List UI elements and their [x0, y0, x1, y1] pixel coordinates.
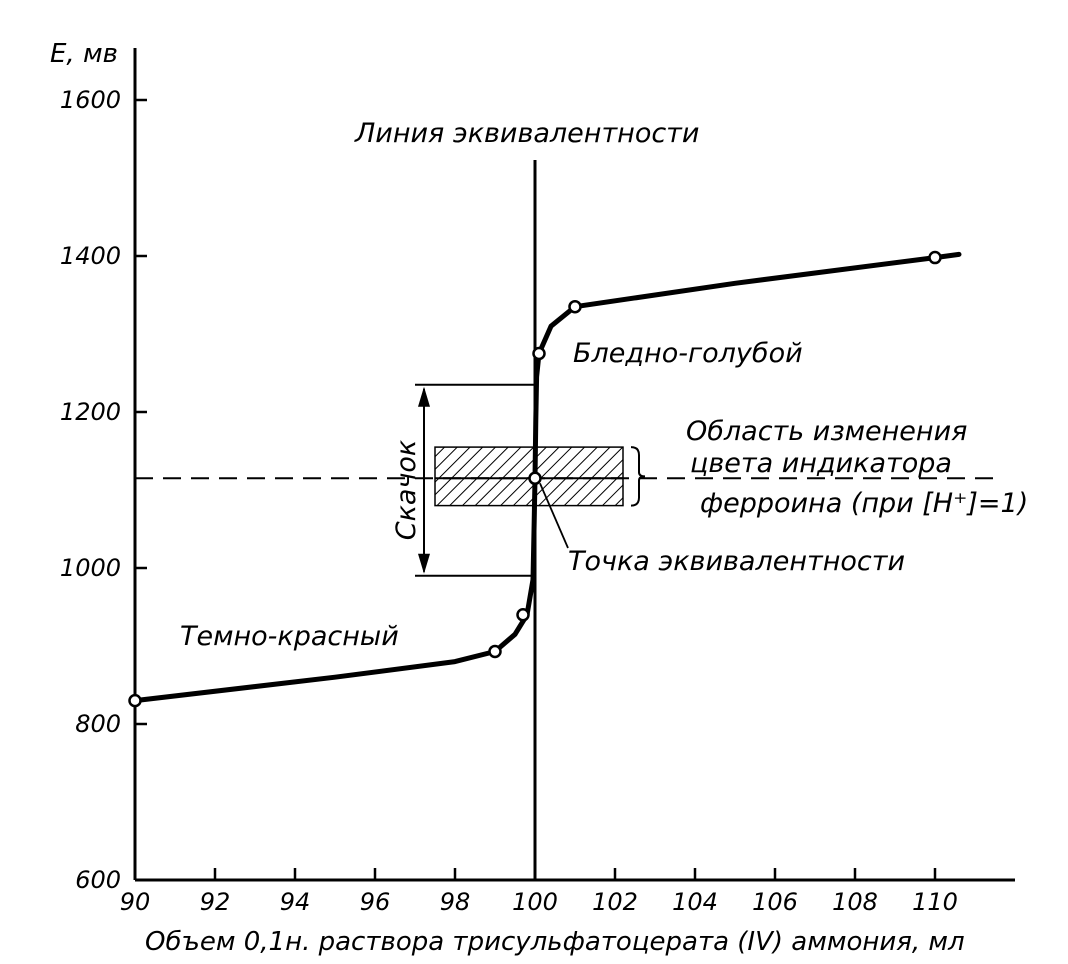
y-tick-label: 1600 — [60, 86, 121, 114]
jump-arrow-head-down — [418, 553, 430, 574]
x-axis-title: Объем 0,1н. раствора трисульфатоцерата (… — [145, 927, 965, 957]
x-tick-label: 100 — [512, 888, 558, 916]
data-markers — [128, 250, 942, 708]
x-ticks: 90 92 94 96 98 100 102 104 106 108 110 — [120, 868, 958, 916]
data-point — [532, 346, 546, 361]
y-tick-label: 800 — [75, 710, 121, 738]
data-point — [528, 471, 542, 486]
indicator-label-line-1: Область изменения — [686, 416, 967, 447]
y-tick-label: 600 — [75, 866, 121, 894]
x-tick-label: 94 — [280, 888, 311, 916]
y-tick-label: 1000 — [60, 554, 121, 582]
x-tick-label: 98 — [440, 888, 471, 916]
indicator-label-line-3: ферроина (при [H⁺]=1) — [700, 488, 1028, 519]
y-ticks: 600 800 1000 1200 1400 1600 — [60, 86, 147, 894]
jump-arrow-head-up — [418, 386, 430, 407]
equivalence-point-label: Точка эквивалентности — [568, 546, 905, 577]
x-tick-label: 104 — [672, 888, 718, 916]
equivalence-point-leader — [539, 482, 569, 549]
x-tick-label: 92 — [200, 888, 231, 916]
indicator-label-line-2: цвета индикатора — [690, 448, 952, 479]
y-tick-label: 1400 — [60, 242, 121, 270]
equivalence-line-label: Линия эквивалентности — [354, 118, 699, 149]
data-point — [128, 693, 142, 708]
indicator-zone — [434, 446, 624, 507]
x-tick-label: 106 — [752, 888, 798, 916]
x-tick-label: 90 — [120, 888, 151, 916]
data-point — [516, 608, 530, 622]
x-tick-label: 102 — [592, 888, 638, 916]
data-point — [568, 299, 582, 314]
data-point — [488, 644, 502, 659]
y-axis-title: E, мв — [50, 39, 118, 69]
x-tick-label: 108 — [832, 888, 878, 916]
data-point — [928, 250, 942, 265]
y-tick-label: 1200 — [60, 398, 121, 426]
color-before-label: Темно-красный — [180, 621, 399, 652]
jump-label: Скачок — [391, 439, 422, 540]
color-after-label: Бледно-голубой — [573, 338, 803, 369]
x-tick-label: 96 — [360, 888, 391, 916]
indicator-brace — [630, 446, 646, 507]
x-tick-label: 110 — [912, 888, 958, 916]
